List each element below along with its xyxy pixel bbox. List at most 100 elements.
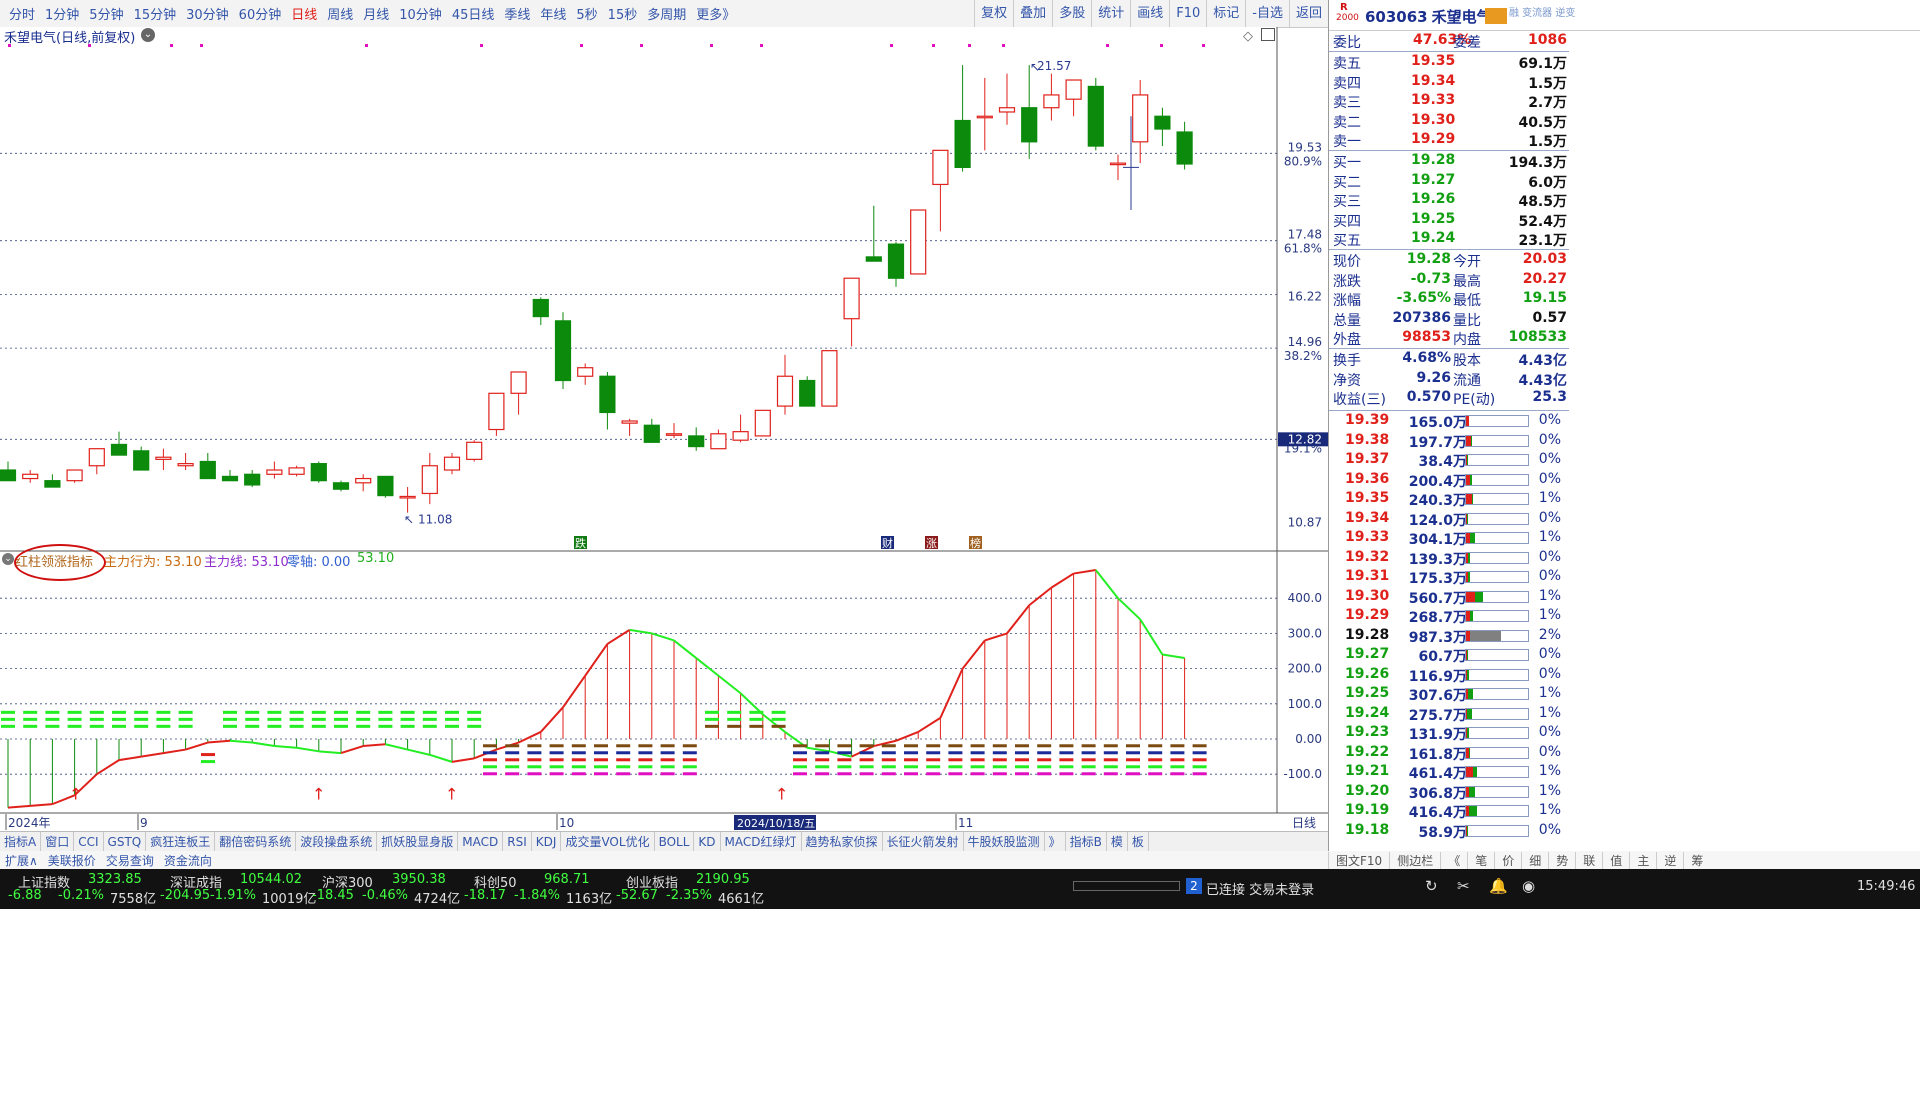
price-ladder-row[interactable]: 19.28 987.3万 2%: [1329, 626, 1569, 646]
period-tab[interactable]: 10分钟: [399, 8, 442, 23]
period-tab[interactable]: 周线: [327, 8, 354, 23]
indicator-tab[interactable]: 成交量VOL优化: [561, 832, 655, 852]
candle-body[interactable]: [1021, 107, 1038, 143]
candle-body[interactable]: [310, 463, 327, 482]
price-ladder-row[interactable]: 19.35 240.3万 1%: [1329, 489, 1569, 509]
index-ticker[interactable]: 科创50 968.71 -18.17 -1.84% 1163亿: [464, 869, 624, 909]
candle-body[interactable]: [244, 473, 261, 486]
right-tab[interactable]: 笔: [1467, 851, 1494, 869]
candle-body[interactable]: [887, 243, 905, 279]
tool-button[interactable]: 画线: [1130, 0, 1169, 27]
candle-body[interactable]: [133, 450, 150, 471]
event-badge[interactable]: [925, 536, 938, 549]
candle-body[interactable]: [1176, 131, 1193, 165]
indicator-tab[interactable]: KD: [694, 832, 721, 852]
candle-body[interactable]: [710, 433, 727, 450]
price-ladder-row[interactable]: 19.25 307.6万 1%: [1329, 684, 1569, 704]
chevron-down-icon[interactable]: ⌄: [141, 28, 155, 42]
candle-body[interactable]: [177, 463, 194, 467]
candle-body[interactable]: [332, 482, 350, 490]
ask-row[interactable]: 卖二 19.30 40.5万: [1329, 111, 1569, 131]
tool-button[interactable]: 统计: [1091, 0, 1130, 27]
indicator-tab[interactable]: 指标A: [0, 832, 42, 852]
indicator-tab[interactable]: 翻倍密码系统: [215, 832, 297, 852]
period-tab[interactable]: 更多》: [696, 8, 736, 23]
bid-row[interactable]: 买五 19.24 23.1万: [1329, 229, 1569, 249]
candle-body[interactable]: [954, 119, 971, 168]
candle-body[interactable]: [621, 420, 638, 424]
price-ladder-row[interactable]: 19.33 304.1万 1%: [1329, 528, 1569, 548]
candle-body[interactable]: [1065, 79, 1082, 100]
flag-icon[interactable]: [1485, 8, 1507, 24]
index-ticker[interactable]: 创业板指 2190.95 -52.67 -2.35% 4661亿: [616, 869, 776, 909]
candle-body[interactable]: [865, 256, 882, 262]
period-tab[interactable]: 多周期: [647, 8, 687, 23]
period-tab[interactable]: 15秒: [607, 8, 638, 23]
connection-status[interactable]: 已连接 交易未登录: [1206, 883, 1315, 898]
candle-body[interactable]: [1132, 94, 1149, 143]
price-ladder-row[interactable]: 19.29 268.7万 1%: [1329, 606, 1569, 626]
candle-body[interactable]: [932, 149, 949, 186]
tool-button[interactable]: 复权: [974, 0, 1013, 27]
tool-button[interactable]: F10: [1169, 0, 1206, 27]
candle-body[interactable]: [998, 107, 1016, 113]
price-ladder-row[interactable]: 19.18 58.9万 0%: [1329, 821, 1569, 841]
right-tab[interactable]: 侧边栏: [1389, 851, 1440, 869]
ask-row[interactable]: 卖五 19.35 69.1万: [1329, 52, 1569, 72]
candle-body[interactable]: [399, 495, 416, 499]
period-tab[interactable]: 30分钟: [186, 8, 229, 23]
candle-body[interactable]: [377, 475, 394, 497]
indicator-tab[interactable]: MACD红绿灯: [721, 832, 802, 852]
candle-body[interactable]: [44, 480, 61, 488]
diamond-icon[interactable]: ◇: [1243, 29, 1253, 44]
index-ticker[interactable]: 沪深300 3950.38 -18.45 -0.46% 4724亿: [312, 869, 472, 909]
candle-body[interactable]: [199, 460, 216, 480]
candle-body[interactable]: [488, 392, 505, 431]
period-tab[interactable]: 分时: [9, 8, 36, 23]
candle-body[interactable]: [688, 435, 705, 448]
tool-button[interactable]: 多股: [1052, 0, 1091, 27]
tool-button[interactable]: 返回: [1288, 0, 1328, 27]
indicator-tab[interactable]: 牛股妖股监测: [964, 832, 1045, 852]
indicator-tab[interactable]: BOLL: [655, 832, 695, 852]
indicator-tab[interactable]: 板: [1128, 832, 1149, 852]
price-ladder-row[interactable]: 19.26 116.9万 0%: [1329, 665, 1569, 685]
candle-body[interactable]: [155, 456, 172, 460]
price-ladder-row[interactable]: 19.22 161.8万 0%: [1329, 743, 1569, 763]
tool-button[interactable]: 叠加: [1013, 0, 1052, 27]
price-ladder-row[interactable]: 19.37 38.4万 0%: [1329, 450, 1569, 470]
bid-row[interactable]: 买四 19.25 52.4万: [1329, 210, 1569, 230]
right-tab[interactable]: 《: [1440, 851, 1467, 869]
candle-body[interactable]: [1109, 162, 1127, 166]
candle-body[interactable]: [22, 473, 39, 480]
candle-body[interactable]: [599, 375, 616, 414]
candle-body[interactable]: [443, 456, 461, 471]
price-ladder-row[interactable]: 19.38 197.7万 0%: [1329, 431, 1569, 451]
tool-button[interactable]: -自选: [1245, 0, 1289, 27]
candle-body[interactable]: [577, 367, 594, 377]
candle-body[interactable]: [466, 441, 483, 460]
indicator-tab[interactable]: 趋势私家侦探: [802, 832, 883, 852]
indicator-tab[interactable]: KDJ: [532, 832, 562, 852]
period-tab[interactable]: 60分钟: [238, 8, 282, 23]
candle-body[interactable]: [976, 115, 993, 119]
ask-row[interactable]: 卖一 19.29 1.5万: [1329, 130, 1569, 150]
candle-body[interactable]: [110, 443, 128, 456]
candle-body[interactable]: [554, 320, 572, 382]
right-tab[interactable]: 值: [1602, 851, 1629, 869]
right-tab[interactable]: 势: [1548, 851, 1575, 869]
price-ladder-row[interactable]: 19.21 461.4万 1%: [1329, 762, 1569, 782]
ask-row[interactable]: 卖三 19.33 2.7万: [1329, 91, 1569, 111]
indicator-tab[interactable]: 疯狂连板王: [146, 832, 216, 852]
candle-body[interactable]: [821, 350, 838, 407]
panel-toggle-icon[interactable]: [1261, 28, 1275, 41]
candle-body[interactable]: [1154, 115, 1171, 130]
candle-body[interactable]: [754, 409, 771, 437]
period-tab[interactable]: 15分钟: [133, 8, 177, 23]
right-tab[interactable]: 图文F10: [1328, 851, 1389, 869]
indicator-tab[interactable]: MACD: [458, 832, 504, 852]
candle-body[interactable]: [221, 475, 239, 482]
candle-body[interactable]: [732, 431, 749, 441]
tools-icon[interactable]: ✂: [1457, 877, 1470, 895]
sub-tab[interactable]: 扩展∧: [5, 853, 38, 868]
